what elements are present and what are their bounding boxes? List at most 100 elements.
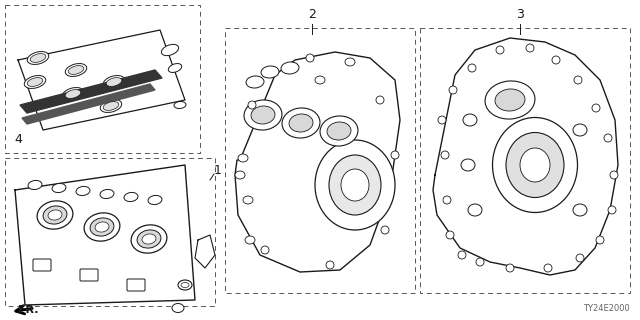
Ellipse shape (596, 236, 604, 244)
Ellipse shape (495, 89, 525, 111)
Ellipse shape (476, 258, 484, 266)
Ellipse shape (48, 210, 62, 220)
Ellipse shape (246, 76, 264, 88)
Text: 2: 2 (308, 8, 316, 21)
Ellipse shape (181, 283, 189, 287)
Text: 4: 4 (14, 133, 22, 146)
Ellipse shape (315, 140, 395, 230)
Ellipse shape (248, 101, 256, 109)
Text: 3: 3 (516, 8, 524, 21)
Ellipse shape (610, 171, 618, 179)
Ellipse shape (174, 101, 186, 108)
Ellipse shape (103, 76, 125, 88)
Ellipse shape (576, 254, 584, 262)
Ellipse shape (106, 78, 122, 86)
Ellipse shape (329, 155, 381, 215)
Ellipse shape (289, 114, 313, 132)
Ellipse shape (137, 230, 161, 248)
Ellipse shape (320, 116, 358, 146)
Ellipse shape (608, 206, 616, 214)
Ellipse shape (251, 106, 275, 124)
Ellipse shape (573, 204, 587, 216)
Ellipse shape (37, 201, 73, 229)
Ellipse shape (493, 117, 577, 212)
Polygon shape (235, 52, 400, 272)
FancyBboxPatch shape (80, 269, 98, 281)
Ellipse shape (441, 151, 449, 159)
Ellipse shape (485, 81, 535, 119)
Ellipse shape (391, 151, 399, 159)
Polygon shape (22, 84, 155, 124)
Ellipse shape (131, 225, 167, 253)
Ellipse shape (376, 96, 384, 104)
Ellipse shape (103, 102, 119, 110)
Ellipse shape (461, 159, 475, 171)
Ellipse shape (90, 218, 114, 236)
Ellipse shape (282, 108, 320, 138)
Ellipse shape (506, 132, 564, 197)
Ellipse shape (142, 234, 156, 244)
Ellipse shape (592, 104, 600, 112)
Ellipse shape (65, 64, 87, 76)
Ellipse shape (438, 116, 446, 124)
Ellipse shape (544, 264, 552, 272)
Ellipse shape (84, 213, 120, 241)
Ellipse shape (281, 62, 299, 74)
Ellipse shape (148, 196, 162, 204)
Ellipse shape (306, 54, 314, 62)
Ellipse shape (76, 187, 90, 196)
Ellipse shape (30, 54, 46, 62)
Ellipse shape (574, 76, 582, 84)
Polygon shape (20, 70, 162, 113)
Ellipse shape (238, 154, 248, 162)
Ellipse shape (526, 44, 534, 52)
Bar (225, 28, 415, 293)
Ellipse shape (95, 222, 109, 232)
Ellipse shape (552, 56, 560, 64)
Ellipse shape (468, 204, 482, 216)
Ellipse shape (443, 196, 451, 204)
Ellipse shape (245, 236, 255, 244)
Ellipse shape (168, 64, 182, 72)
Ellipse shape (261, 66, 279, 78)
Ellipse shape (178, 280, 192, 290)
Ellipse shape (315, 76, 325, 84)
Ellipse shape (468, 64, 476, 72)
Ellipse shape (345, 58, 355, 66)
Ellipse shape (28, 52, 49, 64)
Ellipse shape (100, 100, 122, 112)
Ellipse shape (28, 78, 43, 86)
Text: FR.: FR. (18, 305, 38, 315)
Ellipse shape (604, 134, 612, 142)
Ellipse shape (341, 169, 369, 201)
Ellipse shape (381, 226, 389, 234)
Ellipse shape (327, 122, 351, 140)
Ellipse shape (124, 192, 138, 202)
Ellipse shape (65, 90, 81, 98)
Ellipse shape (573, 124, 587, 136)
Polygon shape (433, 38, 618, 275)
Ellipse shape (28, 180, 42, 189)
Ellipse shape (172, 303, 184, 313)
Text: 1: 1 (214, 164, 222, 177)
FancyBboxPatch shape (127, 279, 145, 291)
Bar (420, 28, 630, 293)
Ellipse shape (261, 246, 269, 254)
Ellipse shape (100, 189, 114, 199)
Ellipse shape (449, 86, 457, 94)
Bar (5, 5, 200, 153)
Ellipse shape (235, 171, 245, 179)
Ellipse shape (244, 100, 282, 130)
Ellipse shape (326, 261, 334, 269)
Text: TY24E2000: TY24E2000 (583, 304, 630, 313)
Ellipse shape (43, 206, 67, 224)
Polygon shape (18, 30, 185, 130)
Ellipse shape (24, 76, 45, 88)
Bar (5, 158, 215, 306)
Ellipse shape (52, 183, 66, 193)
Ellipse shape (446, 231, 454, 239)
Ellipse shape (506, 264, 514, 272)
Ellipse shape (463, 114, 477, 126)
Ellipse shape (520, 148, 550, 182)
Ellipse shape (243, 196, 253, 204)
